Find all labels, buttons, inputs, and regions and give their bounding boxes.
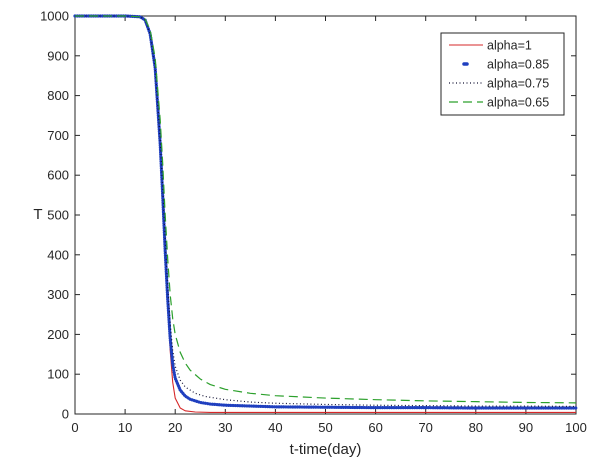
- y-tick-label: 200: [47, 327, 69, 342]
- y-tick-label: 800: [47, 88, 69, 103]
- y-tick-label: 300: [47, 287, 69, 302]
- x-tick-label: 80: [469, 420, 483, 435]
- legend-label-4: alpha=0.65: [487, 96, 549, 110]
- x-tick-label: 60: [368, 420, 382, 435]
- legend-label-3: alpha=0.75: [487, 77, 549, 91]
- x-tick-label: 70: [418, 420, 432, 435]
- x-tick-label: 0: [71, 420, 78, 435]
- x-tick-label: 20: [168, 420, 182, 435]
- legend: alpha=1 alpha=0.85 alpha=0.75 alpha=0.65: [440, 32, 565, 116]
- x-tick-label: 100: [565, 420, 587, 435]
- y-tick-label: 0: [62, 407, 69, 422]
- series-line-3: [75, 15, 577, 408]
- x-tick-label: 30: [218, 420, 232, 435]
- y-tick-label: 400: [47, 247, 69, 262]
- ticks-layer: 0 10 20 30 40 50 60 70 80 90 100010020030040050060…: [40, 9, 587, 436]
- y-tick-label: 700: [47, 128, 69, 143]
- legend-label-2: alpha=0.85: [487, 58, 549, 72]
- x-tick-label: 10: [118, 420, 132, 435]
- x-tick-label: 90: [519, 420, 533, 435]
- y-tick-label: 600: [47, 168, 69, 183]
- y-tick-label: 1000: [40, 9, 69, 24]
- series-line-2: [73, 14, 578, 410]
- y-axis-label: T: [33, 206, 42, 223]
- x-axis-label: t-time(day): [290, 441, 362, 458]
- y-tick-label: 900: [47, 48, 69, 63]
- legend-label-1: alpha=1: [487, 39, 532, 53]
- x-tick-label: 40: [268, 420, 282, 435]
- y-tick-label: 500: [47, 208, 69, 223]
- series-layer: [73, 14, 578, 413]
- series-line-4: [75, 15, 577, 404]
- legend-box: [440, 32, 565, 116]
- x-tick-label: 50: [318, 420, 332, 435]
- y-tick-label: 100: [47, 367, 69, 382]
